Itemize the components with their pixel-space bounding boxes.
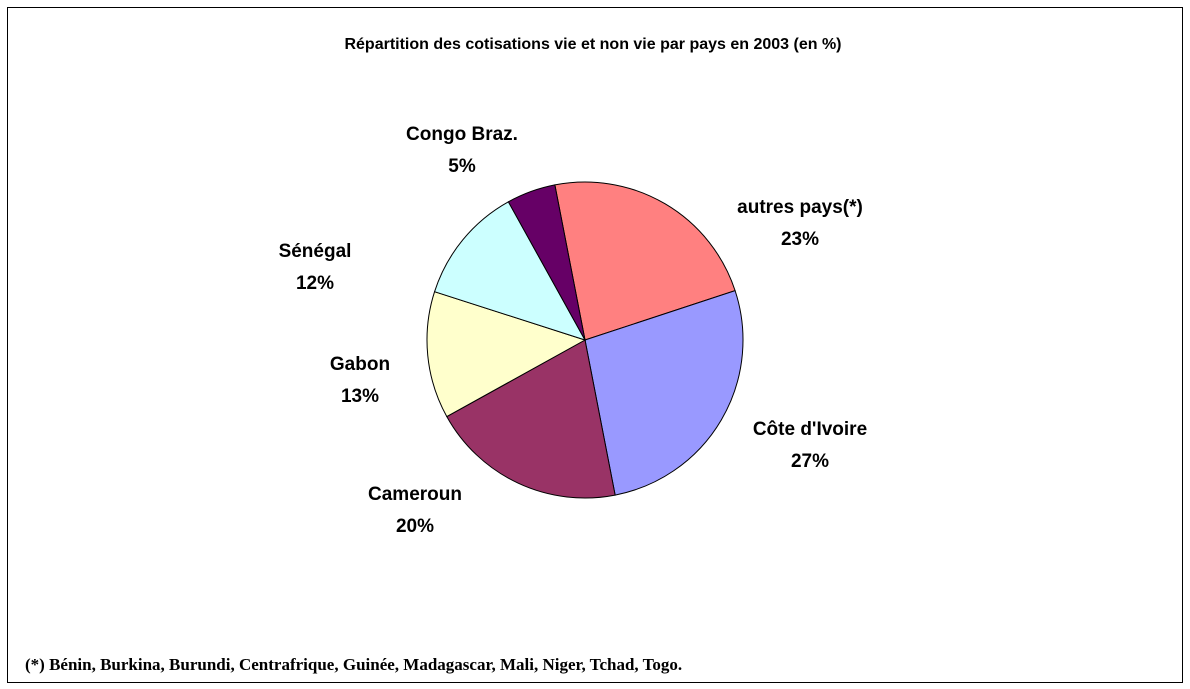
slice-value-label: 5% — [448, 156, 476, 177]
slice-label: Cameroun — [368, 484, 462, 505]
slice-value-label: 27% — [791, 451, 829, 472]
slice-value-label: 13% — [341, 386, 379, 407]
pie-slice — [554, 181, 736, 341]
slice-label: Congo Braz. — [406, 124, 518, 145]
slice-value-label: 12% — [296, 273, 334, 294]
pie-slice — [426, 291, 587, 418]
slice-label: Sénégal — [279, 241, 352, 262]
slice-label: Gabon — [330, 354, 390, 375]
pie-slice — [446, 339, 616, 499]
slice-label: Côte d'Ivoire — [753, 419, 867, 440]
slice-label: autres pays(*) — [737, 197, 863, 218]
pie-slice — [433, 201, 587, 341]
chart-title: Répartition des cotisations vie et non v… — [344, 36, 841, 53]
footnote: (*) Bénin, Burkina, Burundi, Centrafriqu… — [25, 655, 682, 674]
slice-value-label: 23% — [781, 229, 819, 250]
pie-slice — [584, 290, 744, 496]
pie-slice — [507, 184, 586, 341]
slice-value-label: 20% — [396, 516, 434, 537]
